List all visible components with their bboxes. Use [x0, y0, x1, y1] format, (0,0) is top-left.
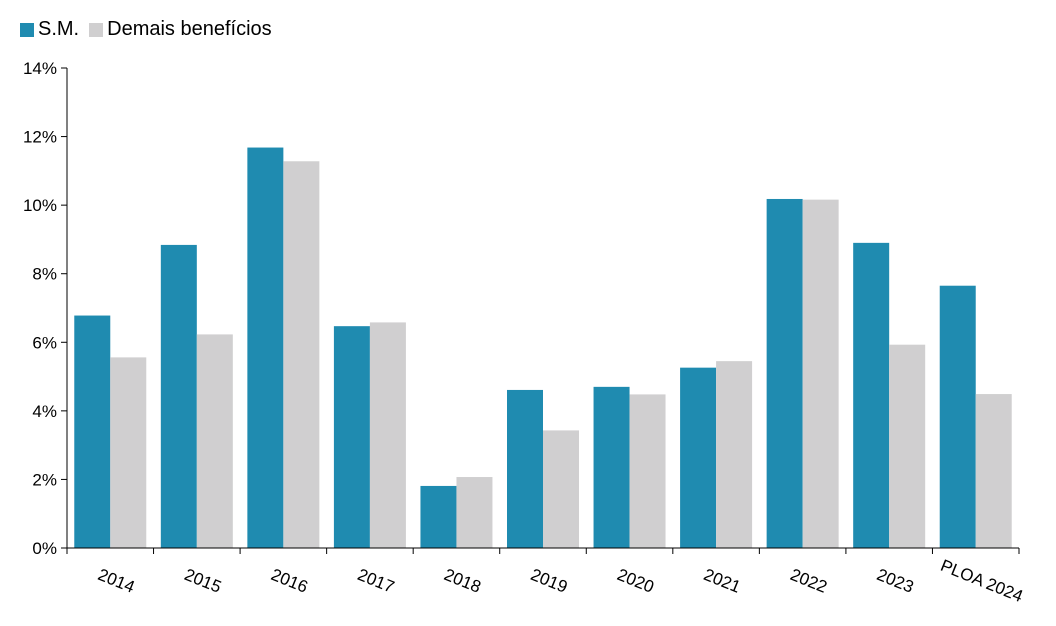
bar-demais-2021 — [716, 361, 753, 548]
x-tick-label: 2021 — [701, 565, 743, 597]
x-tick-label: 2016 — [268, 565, 310, 597]
bar-sm-2016 — [247, 147, 284, 549]
x-tick-label: 2014 — [95, 565, 137, 597]
legend-swatch-demais — [89, 22, 104, 37]
bar-demais-2015 — [196, 334, 233, 548]
bar-demais-ploa-2024 — [975, 394, 1012, 548]
bar-sm-2017 — [333, 326, 370, 548]
y-tick-label: 12% — [23, 128, 57, 147]
x-tick-label: 2018 — [441, 565, 483, 597]
y-tick-label: 0% — [32, 539, 57, 558]
x-tick-label: PLOA 2024 — [938, 556, 1026, 606]
bar-demais-2018 — [456, 477, 493, 548]
bar-sm-2018 — [420, 485, 457, 548]
bar-sm-2015 — [160, 244, 197, 548]
y-tick-label: 4% — [32, 402, 57, 421]
bar-demais-2019 — [543, 430, 579, 548]
x-tick-label: 2015 — [182, 565, 224, 597]
x-tick-label: 2020 — [615, 565, 657, 597]
y-tick-label: 8% — [32, 265, 57, 284]
legend-item-demais: Demais benefícios — [89, 18, 272, 41]
bar-sm-2022 — [766, 198, 803, 548]
bar-demais-2017 — [369, 322, 406, 548]
legend: S.M. Demais benefícios — [20, 18, 282, 41]
bar-demais-2022 — [802, 199, 839, 548]
bar-demais-2023 — [889, 344, 926, 548]
bar-demais-2020 — [629, 394, 666, 548]
x-tick-label: 2017 — [355, 565, 397, 597]
y-tick-label: 2% — [32, 470, 57, 489]
y-tick-label: 6% — [32, 333, 57, 352]
legend-label-demais: Demais benefícios — [107, 18, 272, 40]
legend-label-sm: S.M. — [38, 18, 80, 40]
y-tick-label: 14% — [23, 59, 57, 78]
bar-sm-2020 — [593, 386, 630, 548]
bar-demais-2016 — [283, 161, 320, 548]
bar-sm-ploa-2024 — [939, 285, 976, 548]
bar-sm-2014 — [74, 315, 111, 548]
bar-demais-2014 — [110, 357, 147, 548]
legend-item-sm: S.M. — [20, 18, 79, 41]
y-tick-label: 10% — [23, 196, 57, 215]
bar-sm-2019 — [507, 389, 543, 548]
x-tick-label: 2022 — [788, 565, 830, 597]
x-tick-label: 2023 — [874, 565, 916, 597]
x-tick-label: 2019 — [528, 565, 570, 597]
legend-swatch-sm — [20, 22, 34, 37]
bar-sm-2021 — [680, 367, 717, 548]
bar-sm-2023 — [853, 242, 890, 548]
